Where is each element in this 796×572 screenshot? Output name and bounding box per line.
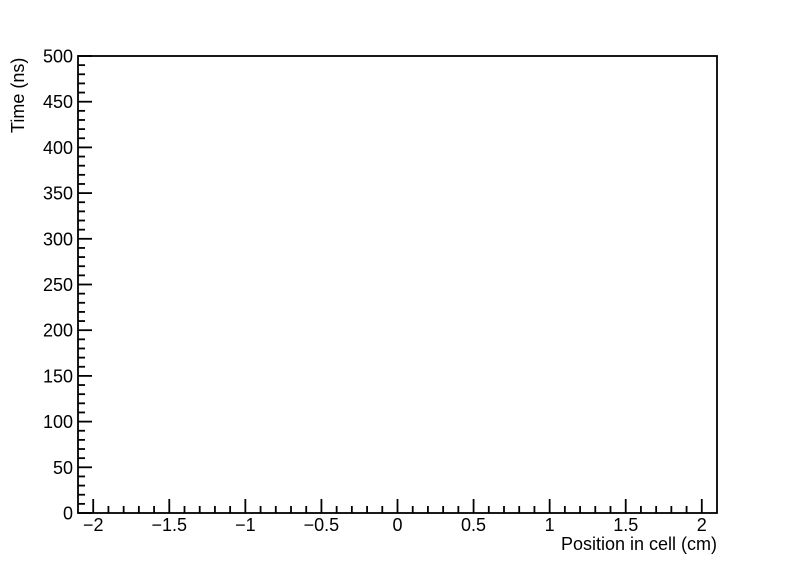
- y-tick-label: 500: [43, 47, 73, 67]
- y-tick-label: 250: [43, 275, 73, 295]
- x-tick-label: −1: [235, 515, 256, 535]
- x-tick-label: −0.5: [304, 515, 340, 535]
- x-tick-label: 0: [392, 515, 402, 535]
- y-tick-label: 0: [63, 504, 73, 524]
- y-tick-label: 150: [43, 366, 73, 386]
- y-tick-label: 300: [43, 229, 73, 249]
- x-axis-title: Position in cell (cm): [560, 534, 717, 554]
- x-tick-label: 0.5: [461, 515, 486, 535]
- x-tick-label: 1.5: [613, 515, 638, 535]
- y-tick-label: 350: [43, 184, 73, 204]
- x-tick-label: −2: [83, 515, 104, 535]
- y-tick-label: 100: [43, 412, 73, 432]
- y-tick-label: 200: [43, 321, 73, 341]
- y-tick-label: 400: [43, 138, 73, 158]
- x-tick-label: 1: [545, 515, 555, 535]
- y-tick-label: 50: [53, 458, 73, 478]
- y-axis-title: Time (ns): [8, 57, 28, 133]
- plot-frame-border: [77, 55, 718, 514]
- x-tick-label: −1.5: [152, 515, 188, 535]
- y-tick-label: 450: [43, 92, 73, 112]
- x-tick-label: 2: [697, 515, 707, 535]
